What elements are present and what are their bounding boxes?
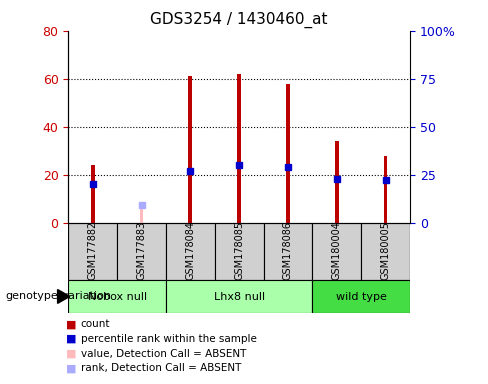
Title: GDS3254 / 1430460_at: GDS3254 / 1430460_at bbox=[150, 12, 328, 28]
Text: Nobox null: Nobox null bbox=[87, 291, 147, 302]
Text: ■: ■ bbox=[65, 319, 76, 329]
Text: ■: ■ bbox=[65, 334, 76, 344]
Bar bbox=[312, 223, 361, 280]
Bar bbox=[384, 156, 387, 223]
Bar bbox=[166, 280, 312, 313]
Bar bbox=[68, 280, 166, 313]
Bar bbox=[117, 223, 166, 280]
Bar bbox=[286, 84, 290, 223]
Bar bbox=[166, 223, 215, 280]
Bar bbox=[237, 74, 241, 223]
Bar bbox=[68, 223, 117, 280]
Text: GSM180004: GSM180004 bbox=[332, 221, 342, 280]
Text: GSM178086: GSM178086 bbox=[283, 221, 293, 280]
Bar bbox=[335, 141, 339, 223]
Bar bbox=[215, 223, 264, 280]
Text: GSM177883: GSM177883 bbox=[137, 221, 146, 280]
Text: rank, Detection Call = ABSENT: rank, Detection Call = ABSENT bbox=[81, 363, 241, 373]
Text: GSM180005: GSM180005 bbox=[381, 221, 390, 280]
Bar bbox=[91, 165, 95, 223]
Bar bbox=[140, 204, 143, 223]
Text: wild type: wild type bbox=[336, 291, 386, 302]
Text: Lhx8 null: Lhx8 null bbox=[214, 291, 264, 302]
Text: ■: ■ bbox=[65, 349, 76, 359]
Bar bbox=[264, 223, 312, 280]
Text: ■: ■ bbox=[65, 363, 76, 373]
Text: percentile rank within the sample: percentile rank within the sample bbox=[81, 334, 256, 344]
Bar bbox=[361, 223, 410, 280]
Text: GSM177882: GSM177882 bbox=[88, 221, 98, 280]
Text: count: count bbox=[81, 319, 110, 329]
Polygon shape bbox=[58, 290, 70, 303]
Text: value, Detection Call = ABSENT: value, Detection Call = ABSENT bbox=[81, 349, 246, 359]
Text: GSM178084: GSM178084 bbox=[185, 221, 195, 280]
Text: GSM178085: GSM178085 bbox=[234, 221, 244, 280]
Text: genotype/variation: genotype/variation bbox=[5, 291, 111, 301]
Bar bbox=[188, 76, 192, 223]
Bar bbox=[312, 280, 410, 313]
